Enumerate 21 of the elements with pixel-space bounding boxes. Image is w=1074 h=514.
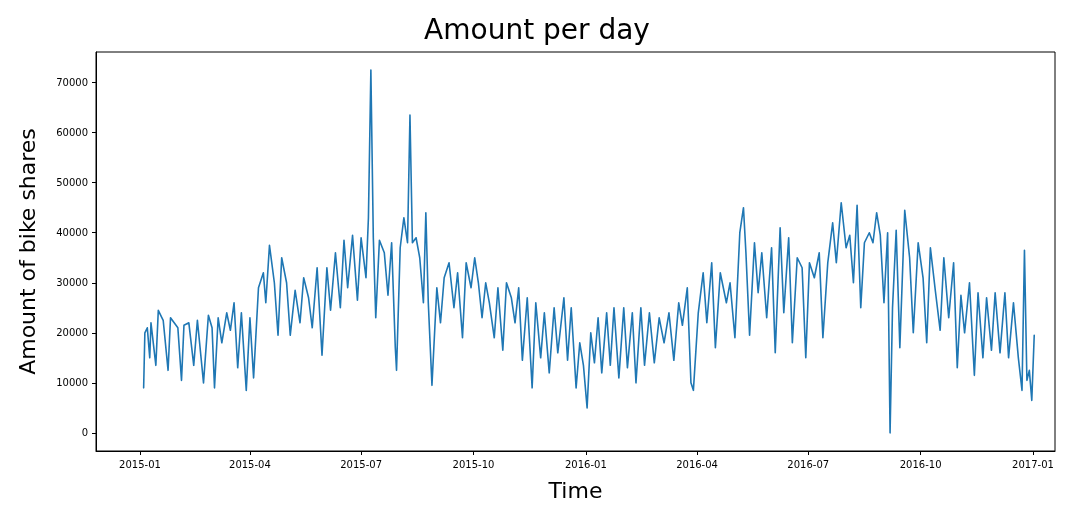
x-tick-label: 2015-01: [119, 458, 161, 470]
y-tick-label: 60000: [56, 127, 88, 139]
y-tick-label: 10000: [56, 377, 88, 389]
x-axis-title: Time: [547, 477, 603, 503]
y-tick-label: 40000: [56, 227, 88, 239]
x-tick-label: 2016-10: [899, 458, 942, 470]
x-tick-label: 2016-04: [676, 458, 718, 470]
x-tick-label: 2017-01: [1012, 458, 1054, 470]
x-tick-label: 2015-04: [229, 458, 271, 470]
x-tick-label: 2016-07: [787, 458, 830, 470]
y-tick-label: 30000: [56, 277, 88, 289]
x-tick-label: 2015-07: [340, 458, 382, 470]
y-axis-title: Amount of bike shares: [14, 128, 40, 375]
line-series: [142, 69, 1036, 434]
x-tick-label: 2016-01: [564, 458, 607, 470]
y-tick-label: 70000: [56, 77, 88, 89]
y-tick-label: 50000: [56, 177, 88, 189]
chart-title: Amount per day: [424, 12, 650, 46]
y-tick-label: 20000: [56, 327, 88, 339]
x-tick-label: 2015-10: [452, 458, 495, 470]
y-tick-label: 0: [81, 427, 88, 439]
